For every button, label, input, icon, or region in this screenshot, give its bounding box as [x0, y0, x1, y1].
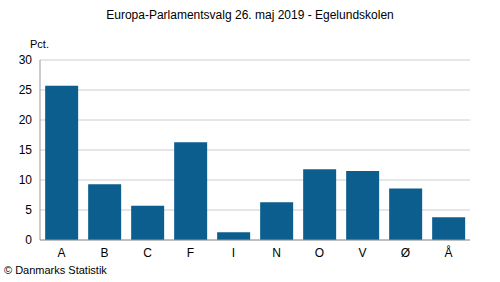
svg-text:20: 20: [19, 113, 33, 127]
html-text:© Danmarks Statistik: © Danmarks Statistik: [4, 264, 107, 276]
svg-text:A: A: [57, 246, 65, 260]
svg-text:30: 30: [19, 53, 33, 67]
svg-text:10: 10: [19, 173, 33, 187]
svg-text:B: B: [100, 246, 108, 260]
svg-text:Ø: Ø: [401, 246, 410, 260]
svg-text:0: 0: [25, 233, 32, 247]
svg-text:V: V: [358, 246, 366, 260]
html-text:Pct.: Pct.: [30, 38, 49, 50]
html-text:Europa-Parlamentsvalg 26. maj: Europa-Parlamentsvalg 26. maj 2019 - Ege…: [106, 8, 394, 22]
svg-text:O: O: [315, 246, 324, 260]
svg-text:C: C: [143, 246, 152, 260]
svg-text:15: 15: [19, 143, 33, 157]
svg-text:Å: Å: [444, 245, 452, 260]
svg-text:5: 5: [25, 203, 32, 217]
svg-text:I: I: [232, 246, 235, 260]
svg-text:25: 25: [19, 83, 33, 97]
svg-text:N: N: [272, 246, 281, 260]
svg-text:F: F: [187, 246, 194, 260]
